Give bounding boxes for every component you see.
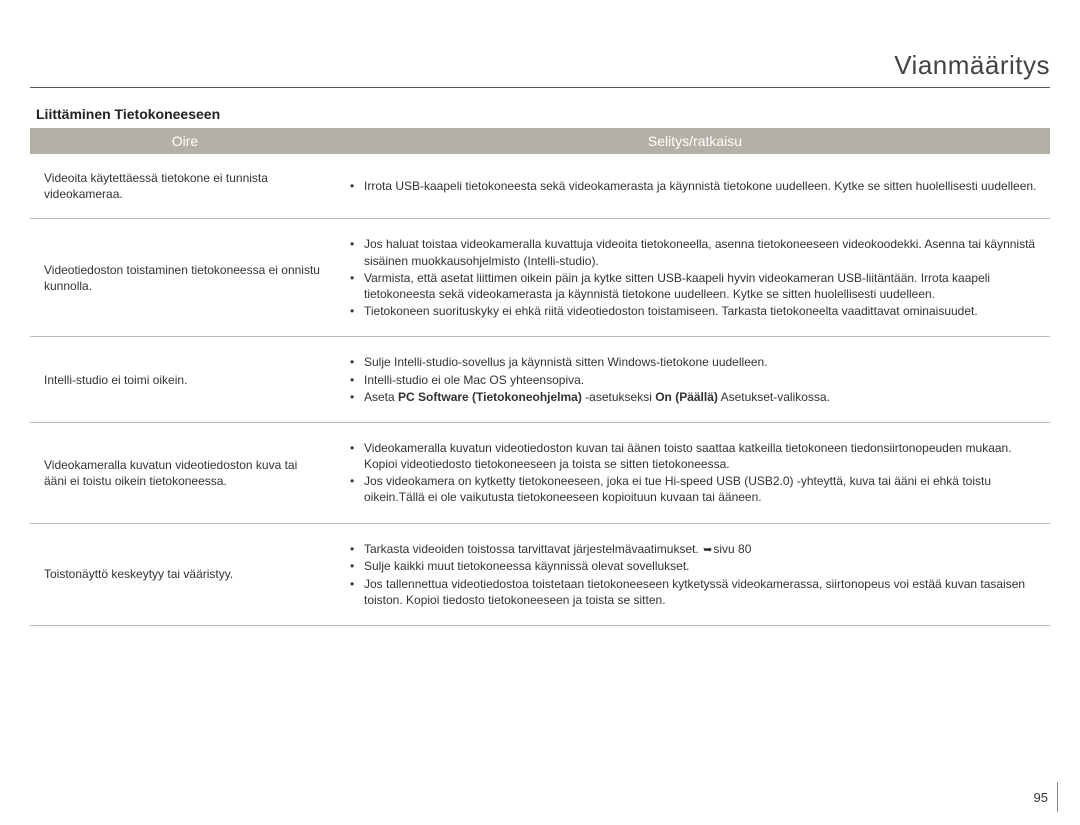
table-row: Toistonäyttö keskeytyy tai vääristyy. Tar… bbox=[30, 523, 1050, 625]
symptom-cell: Videotiedoston toistaminen tietokoneessa… bbox=[30, 219, 340, 337]
solution-item: Tarkasta videoiden toistossa tarvittavat… bbox=[350, 541, 1040, 558]
solution-cell: Tarkasta videoiden toistossa tarvittavat… bbox=[340, 523, 1050, 625]
solution-cell: Irrota USB-kaapeli tietokoneesta sekä vi… bbox=[340, 154, 1050, 219]
solution-list: Videokameralla kuvatun videotiedoston ku… bbox=[350, 440, 1040, 506]
col-header-solution: Selitys/ratkaisu bbox=[340, 128, 1050, 154]
solution-cell: Sulje Intelli-studio-sovellus ja käynnis… bbox=[340, 337, 1050, 423]
table-row: Videokameralla kuvatun videotiedoston ku… bbox=[30, 422, 1050, 523]
solution-item: Sulje kaikki muut tietokoneessa käynniss… bbox=[350, 558, 1040, 574]
solution-item: Tietokoneen suorituskyky ei ehkä riitä v… bbox=[350, 303, 1040, 319]
solution-item: Aseta PC Software (Tietokoneohjelma) -as… bbox=[350, 389, 1040, 405]
solution-item: Videokameralla kuvatun videotiedoston ku… bbox=[350, 440, 1040, 472]
symptom-cell: Videokameralla kuvatun videotiedoston ku… bbox=[30, 422, 340, 523]
solution-item: Jos videokamera on kytketty tietokoneese… bbox=[350, 473, 1040, 505]
troubleshooting-table: Oire Selitys/ratkaisu Videoita käytettäe… bbox=[30, 128, 1050, 626]
col-header-symptom: Oire bbox=[30, 128, 340, 154]
section-heading: Liittäminen Tietokoneeseen bbox=[30, 106, 1050, 122]
page-title: Vianmääritys bbox=[30, 50, 1050, 88]
symptom-cell: Toistonäyttö keskeytyy tai vääristyy. bbox=[30, 523, 340, 625]
symptom-cell: Videoita käytettäessä tietokone ei tunni… bbox=[30, 154, 340, 219]
page-container: Vianmääritys Liittäminen Tietokoneeseen … bbox=[0, 0, 1080, 825]
table-row: Intelli-studio ei toimi oikein. Sulje Int… bbox=[30, 337, 1050, 423]
solution-cell: Videokameralla kuvatun videotiedoston ku… bbox=[340, 422, 1050, 523]
solution-list: Sulje Intelli-studio-sovellus ja käynnis… bbox=[350, 354, 1040, 405]
solution-item: Intelli-studio ei ole Mac OS yhteensopiv… bbox=[350, 372, 1040, 388]
solution-item: Jos tallennettua videotiedostoa toisteta… bbox=[350, 576, 1040, 608]
solution-list: Tarkasta videoiden toistossa tarvittavat… bbox=[350, 541, 1040, 608]
table-row: Videoita käytettäessä tietokone ei tunni… bbox=[30, 154, 1050, 219]
solution-item: Varmista, että asetat liittimen oikein p… bbox=[350, 270, 1040, 302]
table-row: Videotiedoston toistaminen tietokoneessa… bbox=[30, 219, 1050, 337]
solution-item: Jos haluat toistaa videokameralla kuvatt… bbox=[350, 236, 1040, 268]
table-body: Videoita käytettäessä tietokone ei tunni… bbox=[30, 154, 1050, 626]
solution-list: Jos haluat toistaa videokameralla kuvatt… bbox=[350, 236, 1040, 319]
page-number: 95 bbox=[1034, 790, 1048, 805]
symptom-cell: Intelli-studio ei toimi oikein. bbox=[30, 337, 340, 423]
solution-cell: Jos haluat toistaa videokameralla kuvatt… bbox=[340, 219, 1050, 337]
solution-item: Irrota USB-kaapeli tietokoneesta sekä vi… bbox=[350, 178, 1040, 194]
solution-list: Irrota USB-kaapeli tietokoneesta sekä vi… bbox=[350, 178, 1040, 194]
solution-item: Sulje Intelli-studio-sovellus ja käynnis… bbox=[350, 354, 1040, 370]
